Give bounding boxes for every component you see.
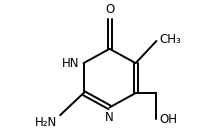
Text: CH₃: CH₃: [160, 33, 181, 46]
Text: O: O: [105, 3, 114, 16]
Text: HN: HN: [62, 57, 80, 70]
Text: OH: OH: [160, 113, 178, 126]
Text: N: N: [105, 111, 114, 124]
Text: H₂N: H₂N: [35, 116, 57, 130]
